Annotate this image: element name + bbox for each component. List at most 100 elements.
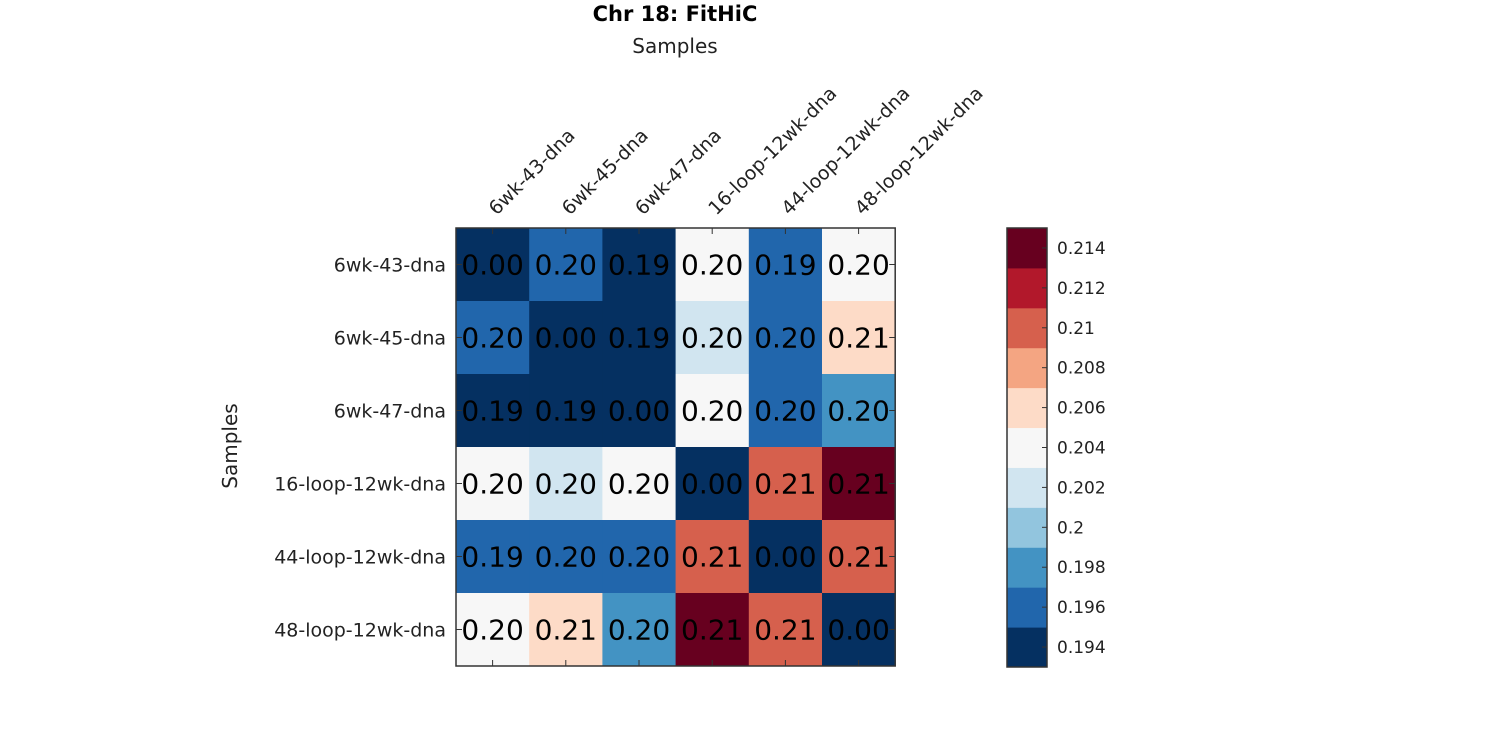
- heatmap-cell: [529, 374, 603, 448]
- cell-value-label: 0.20: [461, 322, 523, 355]
- heatmap-cell: [456, 593, 530, 667]
- y-tick-labels: 6wk-43-dna 6wk-45-dna 6wk-47-dna 16-loop-12…: [274, 255, 446, 642]
- cell-value-label: 0.20: [608, 614, 670, 647]
- heatmap-cell: [675, 593, 750, 667]
- x-tick-label: 44-loop-12wk-dna: [777, 82, 914, 219]
- cell-value-label: 0.19: [535, 395, 597, 428]
- cell-value-label: 0.20: [681, 249, 743, 282]
- colorbar-swatch: [1007, 627, 1047, 668]
- x-tick-label: 16-loop-12wk-dna: [704, 82, 841, 219]
- cell-value-label: 0.20: [681, 322, 743, 355]
- heatmap-cell: [675, 447, 750, 521]
- heatmap-cell: [822, 301, 896, 375]
- colorbar-tick-label: 0.212: [1057, 279, 1106, 299]
- cell-value-label: 0.20: [827, 395, 889, 428]
- cell-value-label: 0.00: [827, 614, 889, 647]
- heatmap-cell: [529, 593, 603, 667]
- cell-value-label: 0.20: [754, 322, 816, 355]
- cell-value-label: 0.20: [461, 614, 523, 647]
- heatmap-cell: [748, 593, 823, 667]
- cell-value-label: 0.00: [754, 541, 816, 574]
- colorbar-swatch: [1007, 347, 1047, 389]
- colorbar-tick-label: 0.196: [1057, 598, 1106, 618]
- colorbar-tick-label: 0.202: [1057, 478, 1106, 498]
- x-tick-labels: 6wk-43-dna6wk-45-dna6wk-47-dna16-loop-12…: [485, 82, 988, 219]
- cell-value-label: 0.19: [461, 541, 523, 574]
- cell-value-label: 0.21: [681, 614, 743, 647]
- y-tick-label: 6wk-47-dna: [334, 401, 446, 423]
- cell-value-label: 0.20: [754, 395, 816, 428]
- cell-value-label: 0.19: [608, 249, 670, 282]
- heatmap-cell: [822, 520, 896, 594]
- cell-value-label: 0.20: [535, 541, 597, 574]
- cell-value-label: 0.20: [535, 468, 597, 501]
- heatmap-cell: [822, 593, 896, 667]
- colorbar-tick-label: 0.21: [1057, 319, 1095, 339]
- heatmap-cell: [529, 447, 603, 521]
- colorbar: 0.194 0.196 0.198 0.2 0.202 0.204 0.206 0.208 0.…: [1006, 227, 1106, 668]
- heatmap-cell: [675, 301, 750, 375]
- cell-value-label: 0.20: [461, 468, 523, 501]
- heatmap-cell: [456, 228, 530, 302]
- colorbar-swatch: [1007, 587, 1047, 628]
- heatmap-cell: [529, 520, 603, 594]
- heatmap-cell: [602, 447, 677, 521]
- heatmap-cell: [675, 228, 750, 302]
- colorbar-swatch: [1007, 427, 1047, 468]
- heatmap-cell: [748, 301, 823, 375]
- y-tick-label: 16-loop-12wk-dna: [274, 474, 446, 496]
- heatmap-cell: [822, 374, 896, 448]
- colorbar-tick-label: 0.2: [1057, 518, 1084, 538]
- heatmap-cell: [456, 520, 530, 594]
- heatmap-cell: [675, 520, 750, 594]
- cell-value-label: 0.21: [754, 468, 816, 501]
- x-axis-label: Samples: [632, 34, 717, 58]
- cell-value-label: 0.19: [608, 322, 670, 355]
- y-tick-label: 48-loop-12wk-dna: [274, 620, 446, 642]
- heatmap-cells: 0.00 0.20 0.19 0.20 0.19 0.20 0.20 0.00 0.19 0.20…: [455, 227, 896, 667]
- y-tick-label: 6wk-43-dna: [334, 255, 446, 277]
- cell-value-label: 0.20: [608, 468, 670, 501]
- heatmap-cell: [456, 447, 530, 521]
- cell-value-label: 0.19: [461, 395, 523, 428]
- colorbar-swatch: [1007, 507, 1047, 548]
- colorbar-tick-label: 0.214: [1057, 239, 1106, 259]
- cell-value-label: 0.20: [535, 249, 597, 282]
- cell-value-label: 0.00: [535, 322, 597, 355]
- cell-value-label: 0.20: [827, 249, 889, 282]
- heatmap-cell: [602, 228, 677, 302]
- colorbar-tick-label: 0.206: [1057, 399, 1106, 419]
- colorbar-swatch: [1007, 228, 1047, 269]
- cell-value-label: 0.21: [827, 468, 889, 501]
- colorbar-swatch: [1007, 547, 1047, 588]
- heatmap-cell: [822, 447, 896, 521]
- cell-value-label: 0.00: [681, 468, 743, 501]
- cell-value-label: 0.21: [535, 614, 597, 647]
- colorbar-swatch: [1007, 387, 1047, 429]
- colorbar-swatch: [1007, 307, 1047, 349]
- heatmap-cell: [602, 520, 677, 594]
- y-tick-label: 44-loop-12wk-dna: [274, 547, 446, 569]
- heatmap-cell: [675, 374, 750, 448]
- colorbar-swatch: [1007, 267, 1047, 309]
- cell-value-label: 0.20: [608, 541, 670, 574]
- x-tick-label: 48-loop-12wk-dna: [851, 82, 988, 219]
- y-tick-label: 6wk-45-dna: [334, 328, 446, 350]
- cell-value-label: 0.21: [754, 614, 816, 647]
- heatmap-cell: [529, 228, 603, 302]
- cell-value-label: 0.21: [827, 322, 889, 355]
- heatmap-cell: [456, 301, 530, 375]
- heatmap-cell: [456, 374, 530, 448]
- colorbar-tick-label: 0.194: [1057, 638, 1106, 658]
- cell-value-label: 0.00: [461, 249, 523, 282]
- plot-frame: [455, 227, 896, 667]
- chart-title: Chr 18: FitHiC: [593, 2, 758, 26]
- heatmap-cell: [822, 228, 896, 302]
- heatmap-cell: [748, 228, 823, 302]
- heatmap-cell: [602, 301, 677, 375]
- heatmap-cell: [602, 374, 677, 448]
- colorbar-tick-label: 0.208: [1057, 359, 1106, 379]
- heatmap-cell: [602, 593, 677, 667]
